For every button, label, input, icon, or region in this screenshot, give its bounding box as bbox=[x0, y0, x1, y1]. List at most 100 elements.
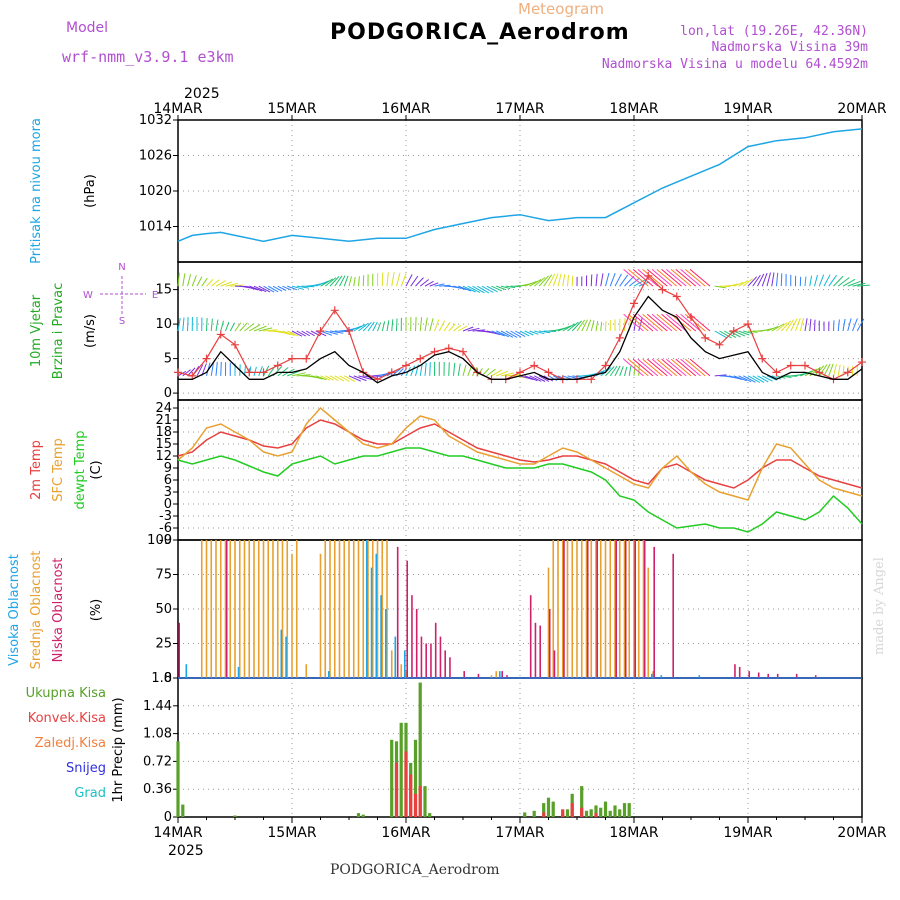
wind-arrow bbox=[538, 375, 550, 382]
wind-arrow bbox=[665, 313, 687, 332]
wind-arrow bbox=[182, 369, 191, 377]
wind-arrow bbox=[600, 321, 603, 332]
wind-arrow bbox=[684, 358, 706, 377]
wind-arrow bbox=[324, 277, 337, 287]
wind-arrow bbox=[524, 280, 537, 287]
wind-arrow bbox=[533, 277, 546, 287]
wind-arrow bbox=[362, 321, 372, 332]
legend-dewpt: dewpt Temp bbox=[73, 430, 88, 509]
wind-arrow bbox=[358, 276, 360, 287]
wind-gust-point bbox=[402, 361, 410, 370]
wind-arrow bbox=[220, 281, 233, 287]
wind-arrow bbox=[524, 375, 538, 382]
wind-arrow bbox=[656, 358, 678, 377]
precip-bar bbox=[176, 741, 180, 817]
legend-cloud-unit: (%) bbox=[89, 599, 104, 622]
wind-gust-point bbox=[815, 368, 824, 377]
wind-arrow bbox=[529, 278, 542, 287]
legend-pressure: Pritisak na nivou mora bbox=[29, 118, 44, 264]
wind-arrow bbox=[609, 273, 616, 287]
meteogram-title: Meteogram bbox=[518, 0, 604, 18]
wind-arrow bbox=[833, 320, 835, 332]
wind-arrow bbox=[377, 322, 382, 332]
wind-arrow bbox=[646, 313, 668, 332]
wind-arrow bbox=[804, 318, 808, 332]
precip-bar bbox=[413, 793, 418, 817]
wind-arrow bbox=[637, 313, 659, 332]
y-tick-label: 21 bbox=[155, 413, 172, 428]
station-title: PODGORICA_Aerodrom bbox=[330, 20, 630, 45]
wind-arrow bbox=[391, 272, 395, 287]
wind-arrow bbox=[339, 275, 346, 287]
wind-arrow bbox=[287, 285, 298, 291]
wind-arrow bbox=[818, 364, 828, 377]
precip-bar bbox=[565, 809, 570, 817]
wind-arrow bbox=[646, 269, 668, 287]
wind-arrow bbox=[410, 275, 419, 287]
wind-arrow bbox=[310, 375, 323, 380]
wind-arrow bbox=[287, 330, 299, 337]
wind-arrow bbox=[833, 363, 837, 376]
wind-gust-point bbox=[245, 368, 254, 377]
wind-arrow bbox=[410, 365, 416, 377]
wind-arrow bbox=[439, 284, 451, 287]
wind-arrow bbox=[595, 273, 598, 287]
wind-arrow bbox=[234, 322, 242, 332]
wind-gust-point bbox=[516, 368, 524, 377]
wind-arrow bbox=[632, 313, 654, 332]
legend-precip-unit: 1hr Precip (mm) bbox=[111, 697, 126, 802]
wind-arrow bbox=[605, 366, 615, 377]
precip-bar bbox=[594, 805, 598, 817]
wind-arrow bbox=[191, 275, 197, 287]
wind-arrow bbox=[847, 280, 861, 287]
temp-line-1 bbox=[177, 406, 863, 501]
wind-arrow bbox=[296, 374, 311, 377]
wind-arrow bbox=[576, 319, 586, 332]
wind-arrow bbox=[619, 366, 624, 377]
wind-gust-point bbox=[345, 327, 353, 335]
wind-arrow bbox=[419, 279, 430, 287]
wind-arrow bbox=[771, 324, 784, 332]
year-label-bottom: 2025 bbox=[168, 843, 204, 859]
wind-gust-point bbox=[801, 361, 809, 370]
x-tick-label-bottom: 14MAR bbox=[153, 825, 202, 841]
wind-arrow bbox=[462, 326, 474, 332]
wind-arrow bbox=[249, 285, 263, 292]
y-tick-label: 1.08 bbox=[143, 727, 172, 742]
y-tick-label: 10 bbox=[155, 317, 172, 332]
wind-arrow bbox=[353, 375, 367, 382]
wind-arrow bbox=[215, 280, 226, 287]
wind-arrow bbox=[476, 285, 490, 294]
precip-bar bbox=[418, 786, 422, 817]
wind-arrow bbox=[434, 283, 445, 287]
y-tick-label: 1026 bbox=[139, 149, 172, 164]
wind-arrow bbox=[386, 320, 390, 332]
wind-arrow bbox=[747, 375, 761, 383]
wind-arrow bbox=[258, 327, 273, 332]
wind-arrow bbox=[291, 285, 304, 290]
precip-bar bbox=[418, 682, 422, 817]
wind-arrow bbox=[538, 330, 551, 334]
wind-arrow bbox=[733, 281, 744, 287]
wind-arrow bbox=[728, 375, 743, 380]
wind-arrow bbox=[605, 272, 610, 287]
y-tick-label: 0 bbox=[164, 497, 172, 512]
wind-arrow bbox=[809, 275, 813, 287]
wind-arrow bbox=[291, 330, 303, 337]
wind-arrow bbox=[614, 365, 621, 377]
wind-arrow bbox=[400, 273, 407, 287]
y-tick-label: 15 bbox=[155, 437, 172, 452]
wind-arrow bbox=[434, 319, 440, 332]
precip-bar bbox=[599, 807, 603, 817]
wind-arrow bbox=[215, 361, 218, 376]
wind-arrow bbox=[272, 285, 283, 292]
wind-arrow bbox=[424, 280, 434, 287]
wind-arrow bbox=[842, 278, 856, 287]
wind-arrow bbox=[486, 330, 501, 336]
elevation-label: Nadmorska Visina 39m bbox=[711, 40, 868, 55]
y-tick-label: 75 bbox=[155, 568, 172, 583]
wind-arrow bbox=[458, 325, 468, 332]
legend-wind-dir: Brzina i Pravac bbox=[51, 283, 66, 380]
wind-arrow bbox=[766, 375, 777, 381]
